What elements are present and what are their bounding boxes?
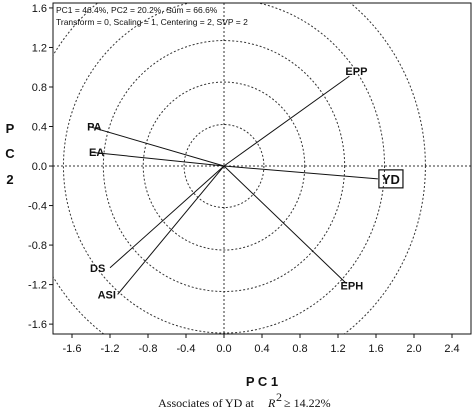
circle-1 bbox=[183, 124, 265, 209]
vector-ea bbox=[90, 151, 225, 167]
y-axis-label-c: C bbox=[5, 146, 15, 161]
vector-label-yd: YD bbox=[382, 172, 400, 187]
info-line-1: PC1 = 46.4%, PC2 = 20.2%, Sum = 66.6% bbox=[56, 5, 218, 15]
x-axis-label: P C 1 bbox=[246, 374, 278, 389]
x-tick-label: -0.8 bbox=[139, 343, 158, 355]
caption-suffix: ≥ 14.22% bbox=[284, 396, 331, 410]
x-tick-label: 2.0 bbox=[406, 343, 421, 355]
y-tick-label: -0.8 bbox=[28, 240, 47, 252]
vector-ds bbox=[109, 165, 225, 269]
y-tick-label: -0.4 bbox=[28, 201, 47, 213]
y-tick-label: -1.6 bbox=[28, 319, 47, 331]
y-tick-label: 1.6 bbox=[32, 3, 47, 15]
vector-label-epp: EPP bbox=[345, 66, 367, 78]
vector-pa bbox=[88, 126, 225, 167]
x-tick-label: -1.2 bbox=[101, 343, 120, 355]
y-tick-label: 1.2 bbox=[32, 42, 47, 54]
circle-4 bbox=[62, 3, 386, 334]
x-tick-label: 0.0 bbox=[216, 343, 231, 355]
x-tick-label: -1.6 bbox=[63, 343, 82, 355]
y-tick-label: 0.8 bbox=[32, 82, 47, 94]
x-axis-ticks: -1.6 -1.2 -0.8 -0.4 0.0 0.4 0.8 1.2 1.6 2.0 2.4 bbox=[63, 334, 460, 355]
vector-labels: EPP PA EA YD DS ASI EPH bbox=[87, 66, 404, 301]
y-tick-label: -1.2 bbox=[28, 280, 47, 292]
caption-math: R bbox=[267, 396, 276, 410]
vector-label-pa: PA bbox=[87, 122, 102, 134]
y-tick-label: 0.4 bbox=[32, 122, 47, 134]
x-tick-label: 1.2 bbox=[330, 343, 345, 355]
vector-label-asi: ASI bbox=[98, 289, 116, 301]
vector-epp bbox=[223, 75, 350, 167]
zero-guide-lines bbox=[53, 3, 471, 334]
vector-label-ds: DS bbox=[90, 263, 105, 275]
x-tick-label: 1.6 bbox=[368, 343, 383, 355]
y-tick-label: 0.0 bbox=[32, 161, 47, 173]
x-tick-label: 2.4 bbox=[444, 343, 459, 355]
vector-eph bbox=[223, 165, 347, 284]
x-tick-label: 0.8 bbox=[292, 343, 307, 355]
y-axis-label-2: 2 bbox=[6, 172, 13, 187]
vector-label-box-yd bbox=[378, 169, 404, 189]
plot-background bbox=[53, 3, 471, 334]
caption-prefix: Associates of YD at bbox=[158, 396, 255, 410]
caption-sup: 2 bbox=[276, 390, 282, 404]
vector-label-ea: EA bbox=[89, 147, 104, 159]
y-axis-label-p: P bbox=[6, 121, 15, 136]
x-tick-label: 0.4 bbox=[254, 343, 269, 355]
caption: Associates of YD at R 2 ≥ 14.22% bbox=[158, 390, 330, 410]
y-axis-ticks: 1.6 1.2 0.8 0.4 0.0 -0.4 -0.8 -1.2 -1.6 bbox=[28, 3, 53, 331]
info-line-2: Transform = 0, Scaling = 1, Centering = … bbox=[56, 17, 248, 27]
vector-yd bbox=[223, 165, 378, 180]
x-tick-label: -0.4 bbox=[177, 343, 196, 355]
trait-vectors bbox=[88, 75, 378, 295]
circle-2 bbox=[142, 81, 306, 251]
vector-asi bbox=[117, 165, 225, 295]
vector-label-eph: EPH bbox=[341, 281, 364, 293]
